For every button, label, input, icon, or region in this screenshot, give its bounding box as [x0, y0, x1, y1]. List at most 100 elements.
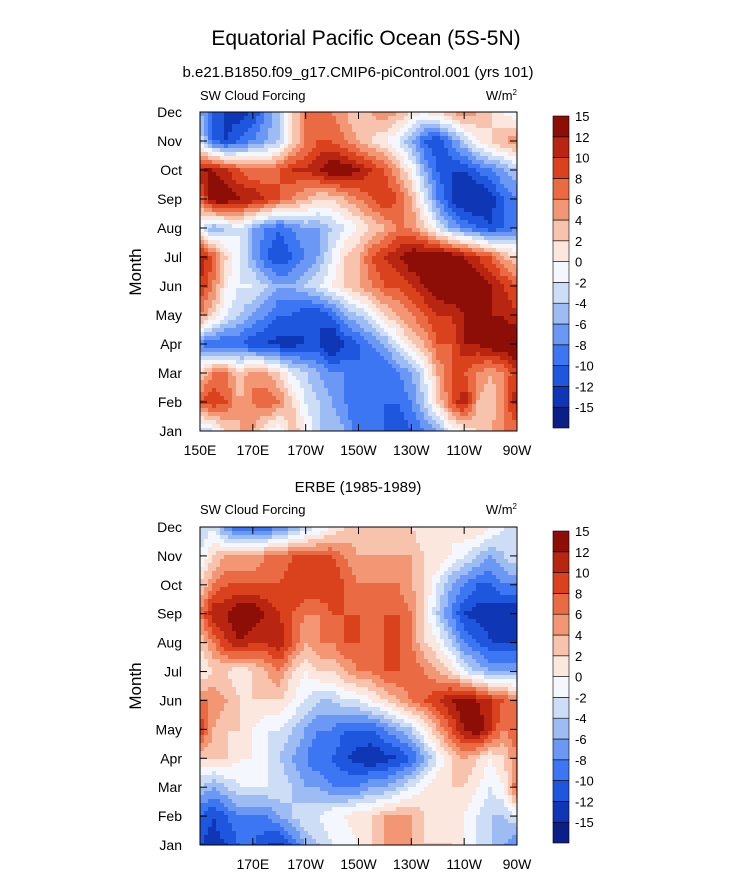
contour-cell [500, 244, 505, 249]
contour-cell [476, 232, 481, 237]
contour-cell [332, 288, 337, 293]
contour-cell [384, 148, 389, 153]
contour-cell [332, 212, 337, 217]
contour-cell [480, 284, 485, 289]
contour-cell [296, 344, 301, 349]
contour-cell [244, 112, 249, 117]
contour-cell [424, 348, 429, 353]
contour-cell [304, 336, 309, 341]
contour-cell [412, 312, 417, 317]
contour-cell [512, 240, 517, 245]
contour-cell [484, 240, 489, 245]
contour-cell [340, 216, 345, 221]
contour-cell [356, 252, 361, 257]
contour-cell [424, 112, 429, 117]
contour-cell [440, 132, 445, 137]
contour-cell [492, 228, 497, 233]
contour-cell [240, 272, 245, 277]
contour-cell [496, 184, 501, 189]
contour-cell [272, 360, 277, 365]
contour-cell [204, 220, 209, 225]
contour-cell [296, 204, 301, 209]
contour-cell [460, 192, 465, 197]
contour-cell [344, 152, 349, 157]
contour-cell [252, 224, 257, 229]
contour-cell [284, 276, 289, 281]
contour-cell [448, 180, 453, 185]
contour-cell [372, 288, 377, 293]
contour-cell [484, 192, 489, 197]
contour-cell [452, 240, 457, 245]
contour-cell [436, 336, 441, 341]
contour-cell [340, 320, 345, 325]
contour-cell [228, 216, 233, 221]
contour-cell [384, 248, 389, 253]
contour-cell [444, 284, 449, 289]
contour-cell [308, 168, 313, 173]
contour-cell [356, 256, 361, 261]
contour-cell [364, 320, 369, 325]
contour-cell [224, 124, 229, 129]
contour-cell [212, 276, 217, 281]
contour-cell [484, 184, 489, 189]
contour-cell [248, 172, 253, 177]
contour-cell [472, 268, 477, 273]
contour-cell [404, 304, 409, 309]
contour-cell [348, 272, 353, 277]
contour-cell [296, 276, 301, 281]
contour-cell [200, 184, 205, 189]
contour-cell [228, 296, 233, 301]
contour-cell [464, 180, 469, 185]
contour-cell [420, 328, 425, 333]
contour-cell [280, 252, 285, 257]
contour-cell [456, 144, 461, 149]
contour-cell [232, 240, 237, 245]
contour-cell [236, 268, 241, 273]
contour-cell [408, 144, 413, 149]
contour-cell [212, 224, 217, 229]
contour-cell [288, 332, 293, 337]
contour-cell [432, 332, 437, 337]
contour-cell [420, 120, 425, 125]
contour-cell [424, 124, 429, 129]
contour-cell [380, 124, 385, 129]
contour-cell [256, 168, 261, 173]
contour-cell [228, 280, 233, 285]
contour-cell [412, 168, 417, 173]
contour-cell [228, 176, 233, 181]
contour-cell [452, 116, 457, 121]
contour-cell [468, 312, 473, 317]
contour-cell [208, 148, 213, 153]
contour-cell [448, 252, 453, 257]
contour-cell [312, 360, 317, 365]
contour-cell [336, 116, 341, 121]
contour-cell [336, 336, 341, 341]
contour-cell [448, 292, 453, 297]
contour-cell [320, 240, 325, 245]
contour-cell [248, 284, 253, 289]
contour-cell [308, 292, 313, 297]
contour-cell [364, 300, 369, 305]
contour-cell [416, 328, 421, 333]
contour-cell [332, 276, 337, 281]
contour-cell [264, 228, 269, 233]
contour-cell [448, 312, 453, 317]
contour-cell [280, 172, 285, 177]
contour-cell [292, 284, 297, 289]
contour-cell [324, 184, 329, 189]
contour-cell [408, 236, 413, 241]
contour-cell [276, 220, 281, 225]
contour-cell [260, 180, 265, 185]
contour-cell [376, 164, 381, 169]
contour-cell [500, 152, 505, 157]
contour-cell [452, 244, 457, 249]
contour-cell [444, 328, 449, 333]
contour-cell [412, 196, 417, 201]
contour-cell [472, 284, 477, 289]
contour-cell [264, 240, 269, 245]
contour-cell [440, 308, 445, 313]
contour-cell [312, 208, 317, 213]
contour-cell [436, 200, 441, 205]
contour-cell [396, 188, 401, 193]
contour-cell [360, 128, 365, 133]
